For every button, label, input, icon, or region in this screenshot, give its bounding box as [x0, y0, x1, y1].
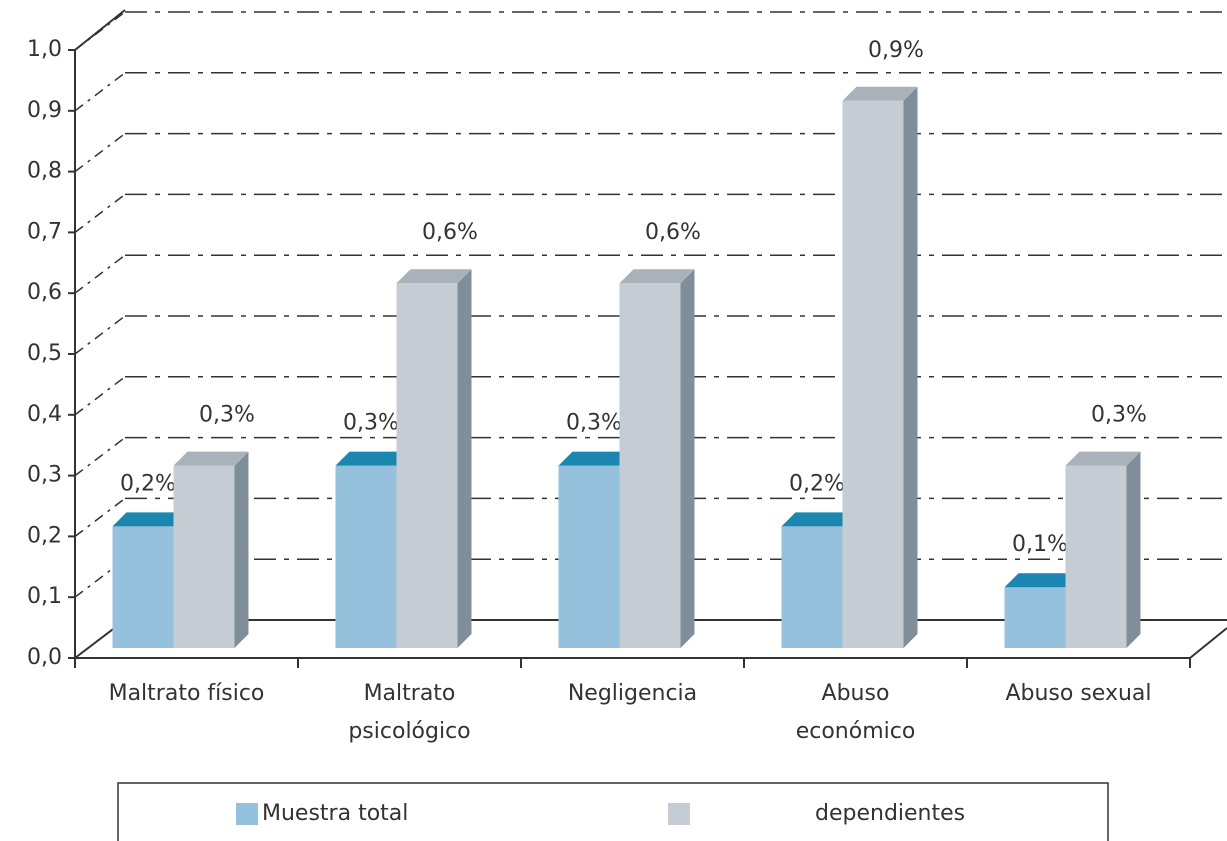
- value-label: 0,9%: [868, 38, 924, 63]
- y-tick-label: 0,6: [27, 280, 62, 305]
- legend-label: dependientes: [815, 801, 965, 826]
- y-tick-label: 0,3: [27, 463, 62, 488]
- bar-top: [1065, 451, 1141, 466]
- y-tick-label: 0,0: [27, 645, 62, 670]
- legend-label: Muestra total: [262, 801, 408, 826]
- bar: [619, 283, 681, 648]
- bar: [173, 465, 235, 648]
- bar-top: [112, 512, 188, 527]
- bar: [112, 526, 174, 648]
- bar-side: [680, 269, 695, 648]
- value-label: 0,2%: [120, 471, 176, 496]
- bar: [335, 465, 397, 648]
- x-tick-label: Abuso económico: [795, 681, 916, 744]
- bar-side: [234, 451, 249, 648]
- bar-side: [1126, 451, 1141, 648]
- bar-top: [173, 451, 249, 466]
- grid-line: [74, 315, 126, 355]
- bar: [842, 100, 904, 649]
- bar-top: [396, 269, 472, 284]
- y-tick-label: 0,8: [27, 159, 62, 184]
- grid-line: [74, 193, 126, 233]
- y-tick-label: 0,2: [27, 523, 62, 548]
- value-label: 0,3%: [343, 411, 399, 436]
- y-tick-label: 0,7: [27, 219, 62, 244]
- legend-swatch: [236, 803, 258, 825]
- bar-top: [781, 512, 857, 527]
- grid-line: [74, 133, 126, 173]
- x-tick-label: Negligencia: [567, 681, 698, 706]
- y-tick-label: 0,4: [27, 402, 62, 427]
- bar-top: [842, 86, 918, 101]
- bar-side: [457, 269, 472, 648]
- bar-top: [1004, 573, 1080, 588]
- value-label: 0,6%: [422, 220, 478, 245]
- bar: [1004, 587, 1066, 648]
- bar-top: [335, 451, 411, 466]
- grid-line: [74, 376, 126, 416]
- value-label: 0,3%: [199, 403, 255, 428]
- legend-box: [117, 782, 1109, 841]
- value-label: 0,3%: [566, 411, 622, 436]
- bar-top: [619, 269, 695, 284]
- grid-line: [74, 437, 126, 477]
- grid-line: [74, 11, 126, 51]
- value-label: 0,2%: [789, 471, 845, 496]
- bar: [558, 465, 620, 648]
- x-tick-label: Abuso sexual: [1005, 681, 1152, 706]
- bar: [781, 526, 843, 648]
- x-tick-label: Maltrato psicológico: [348, 681, 471, 744]
- y-tick-label: 0,1: [27, 584, 62, 609]
- x-tick-label: Maltrato físico: [108, 681, 265, 706]
- value-label: 0,1%: [1012, 532, 1068, 557]
- y-tick-label: 0,5: [27, 341, 62, 366]
- bar-side: [903, 86, 918, 649]
- grid-line: [74, 72, 126, 112]
- bar-top: [558, 451, 634, 466]
- value-label: 0,3%: [1091, 403, 1147, 428]
- grid-line: [74, 497, 126, 537]
- bar: [396, 283, 458, 648]
- value-label: 0,6%: [645, 220, 701, 245]
- y-tick-label: 0,9: [27, 98, 62, 123]
- grid-line: [74, 254, 126, 294]
- legend-swatch: [668, 803, 690, 825]
- bar: [1065, 465, 1127, 648]
- y-tick-label: 1,0: [27, 37, 62, 62]
